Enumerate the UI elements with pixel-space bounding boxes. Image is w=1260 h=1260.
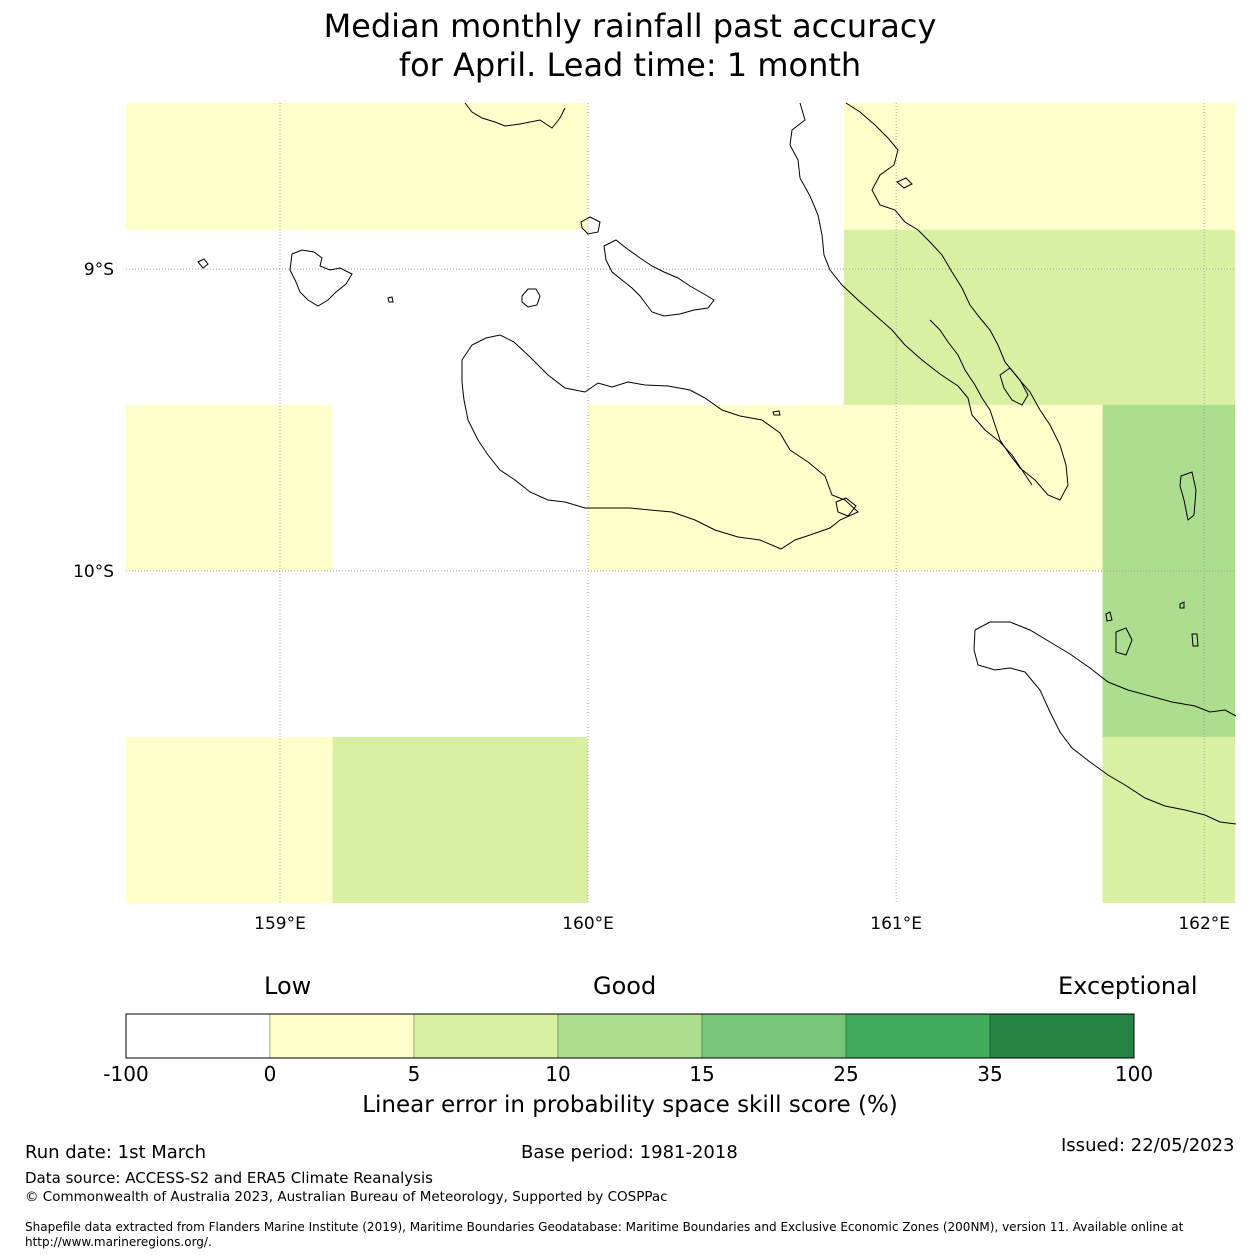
coastline-nggela <box>603 239 715 317</box>
coastline-guadalcanal <box>461 334 859 550</box>
skill-cells-layer <box>126 103 1235 903</box>
map-title-line-2: for April. Lead time: 1 month <box>398 46 862 84</box>
coastline-islet <box>580 216 601 235</box>
base-period: Base period: 1981-2018 <box>521 1142 738 1163</box>
coastline-makira <box>974 621 1237 717</box>
skill-cell-7 <box>126 736 333 903</box>
skill-cell-3 <box>126 404 333 571</box>
skill-cell-5 <box>1102 404 1235 571</box>
colorbar-tick-label: 35 <box>977 1062 1003 1086</box>
lon-tick-label: 159°E <box>254 914 306 934</box>
graticule-layer <box>126 103 1235 903</box>
coastline-russell-islands <box>289 249 353 307</box>
coastline-islet <box>896 177 913 189</box>
coastline-islet <box>1105 611 1113 622</box>
colorbar-tick-label: 15 <box>689 1062 715 1086</box>
skill-cell-0 <box>126 103 589 230</box>
copyright: © Commonwealth of Australia 2023, Austra… <box>25 1189 668 1205</box>
skill-cell-6 <box>1102 570 1235 737</box>
colorbar-bin-0 <box>125 1013 271 1059</box>
colorbar-title: Linear error in probability space skill … <box>362 1092 898 1118</box>
colorbar-bin-1 <box>269 1013 415 1059</box>
coastline-savo <box>521 288 541 308</box>
coastline-small-malaita <box>999 367 1029 406</box>
coastline-islet <box>1179 471 1197 521</box>
colorbar-bin-4 <box>701 1013 847 1059</box>
coastline-islet <box>1191 633 1199 647</box>
skill-cell-4 <box>588 404 1103 571</box>
colorbar-category-exceptional: Exceptional <box>1058 972 1198 1000</box>
coastline-ugi <box>1115 627 1133 656</box>
colorbar-tick-label: 25 <box>833 1062 859 1086</box>
colorbar-category-good: Good <box>593 972 657 1000</box>
colorbar-bin-2 <box>413 1013 559 1059</box>
coastline-santa-isabel-east <box>789 102 1033 486</box>
axis-labels-layer: 159°E 160°E 161°E 162°E 9°S 10°S <box>73 260 1230 934</box>
colorbar-frame <box>125 1013 1135 1059</box>
skill-score-map: 159°E 160°E 161°E 162°E 9°S 10°S <box>73 102 1237 934</box>
colorbar-tick-label: -100 <box>103 1062 149 1086</box>
coastline-islet <box>197 258 209 269</box>
lon-tick-label: 161°E <box>870 914 922 934</box>
map-title-line-1: Median monthly rainfall past accuracy <box>323 7 937 45</box>
colorbar-category-low: Low <box>264 972 312 1000</box>
lon-tick-label: 162°E <box>1178 914 1230 934</box>
run-date: Run date: 1st March <box>25 1142 207 1163</box>
coastline-islet <box>835 497 857 517</box>
data-source: Data source: ACCESS-S2 and ERA5 Climate … <box>25 1169 433 1187</box>
colorbar-bin-5 <box>845 1013 991 1059</box>
skill-cell-2 <box>843 229 1235 405</box>
coastline-makira-south <box>973 629 1237 825</box>
shapefile-credit-line-1: Shapefile data extracted from Flanders M… <box>25 1220 1184 1234</box>
skill-cell-1 <box>843 103 1235 230</box>
skill-cell-8 <box>332 736 589 903</box>
colorbar-tick-label: 100 <box>1114 1062 1154 1086</box>
shapefile-credit-line-2: http://www.marineregions.org/. <box>25 1235 212 1249</box>
coastline-islet <box>387 296 394 303</box>
colorbar-bin-6 <box>989 1013 1135 1059</box>
colorbar-bin-3 <box>557 1013 703 1059</box>
skill-cell-9 <box>1102 736 1235 903</box>
issued-date: Issued: 22/05/2023 <box>1061 1135 1235 1156</box>
colorbar-tick-label: 5 <box>407 1062 421 1086</box>
coastline-santa-isabel <box>464 102 566 129</box>
coastline-islet <box>772 410 781 416</box>
colorbar-tick-label: 10 <box>545 1062 571 1086</box>
coastline-islet <box>1179 601 1185 609</box>
colorbar <box>125 1013 1135 1059</box>
coastline-layer <box>197 102 1237 825</box>
lat-tick-label: 9°S <box>84 260 114 280</box>
lon-tick-label: 160°E <box>562 914 614 934</box>
lat-tick-label: 10°S <box>73 562 114 582</box>
colorbar-tick-label: 0 <box>263 1062 277 1086</box>
